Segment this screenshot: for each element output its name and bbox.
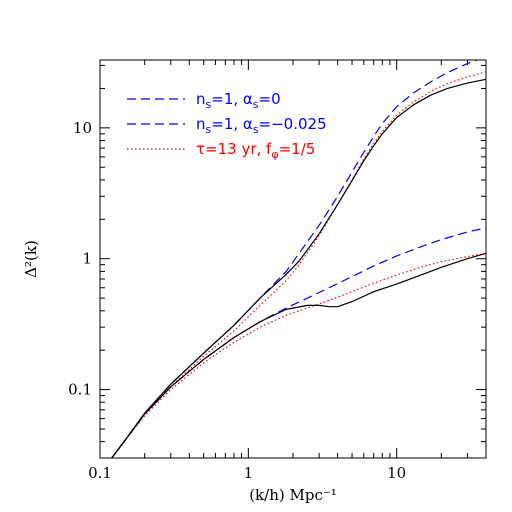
series-line-3 xyxy=(111,252,486,458)
x-tick-label: 0.1 xyxy=(88,464,112,482)
legend-label-part: α xyxy=(243,90,253,108)
legend-label-2: τ=13 yr, fφ=1/5 xyxy=(196,140,315,161)
legend-label-0: ns=1, αs=0 xyxy=(196,90,281,111)
series-line-4 xyxy=(111,78,486,458)
y-axis-label: Δ²(k) xyxy=(22,240,40,278)
legend-label-part: =−0.025 xyxy=(259,115,327,133)
legend-label-part: s xyxy=(206,123,212,136)
legend-label-part: n xyxy=(196,115,206,133)
legend-label-part: =0 xyxy=(259,90,281,108)
y-tick-label: 1 xyxy=(82,250,92,268)
series-line-5 xyxy=(111,252,486,458)
legend-label-part: =1, xyxy=(211,115,243,133)
x-axis: 0.1 1 10 xyxy=(88,60,487,482)
series-layer xyxy=(111,60,486,458)
legend-label-part: =1/5 xyxy=(279,140,316,158)
x-tick-label: 10 xyxy=(387,464,406,482)
legend-label-1: ns=1, αs=−0.025 xyxy=(196,115,327,136)
x-axis-label: (k/h) Mpc⁻¹ xyxy=(249,486,337,504)
legend-label-part: n xyxy=(196,90,206,108)
legend-label-part: s xyxy=(253,123,259,136)
series-line-0 xyxy=(111,60,479,458)
legend-label-part: τ=13 yr, f xyxy=(196,140,272,158)
series-line-1 xyxy=(111,227,486,458)
y-axis: 0.1 1 10 xyxy=(68,64,486,459)
legend-label-part: s xyxy=(253,98,259,111)
y-tick-label: 10 xyxy=(73,119,92,137)
legend-label-part: =1, xyxy=(211,90,243,108)
y-tick-label: 0.1 xyxy=(68,381,92,399)
legend-label-part: φ xyxy=(271,148,278,161)
legend-label-part: α xyxy=(243,115,253,133)
x-tick-label: 1 xyxy=(244,464,254,482)
legend-label-part: s xyxy=(206,98,212,111)
